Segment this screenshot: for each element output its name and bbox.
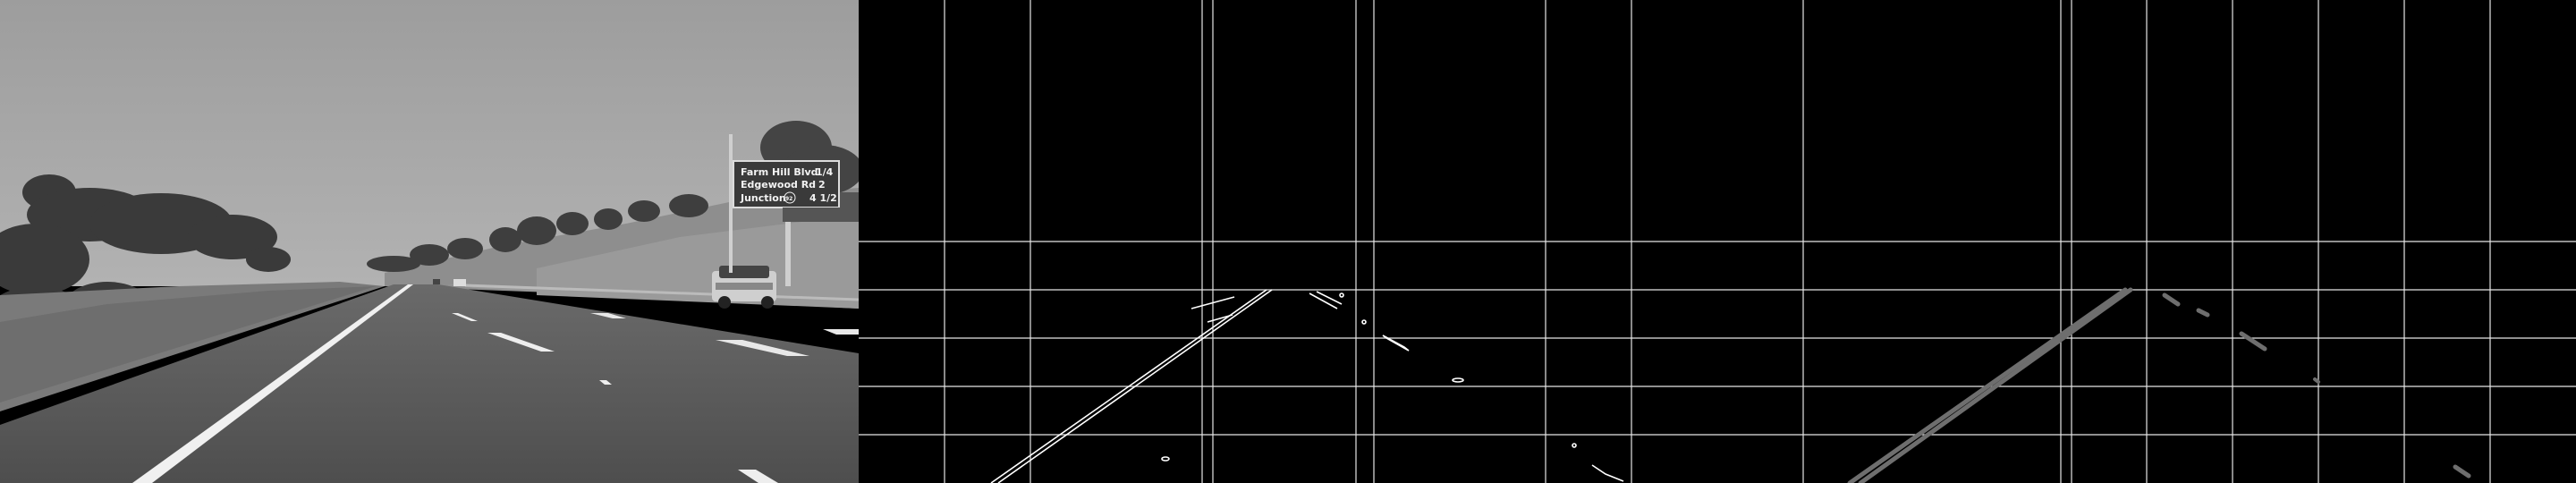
grayscale-road-frame: Farm Hill Blvd 1/4 Edgewood Rd 2 Junctio…	[0, 0, 859, 483]
road-scene: Farm Hill Blvd 1/4 Edgewood Rd 2 Junctio…	[0, 0, 859, 483]
grid-lines	[1717, 0, 2576, 483]
distant-trees	[367, 194, 708, 272]
sign-row3-dist: 4 1/2	[809, 192, 837, 204]
detected-lane-lines-with-grid	[1717, 0, 2576, 483]
sign-row3-name: Junction	[740, 192, 786, 204]
far-right-dashes	[590, 313, 859, 356]
suv-vehicle	[712, 266, 776, 309]
right-shoulder	[447, 284, 859, 309]
sign-route-shield: 92	[785, 196, 792, 202]
lane-line-map	[1717, 0, 2576, 483]
lane-line-segments	[1847, 287, 2471, 483]
canny-edge-map-with-grid	[859, 0, 1717, 483]
sign-row2-dist: 2	[818, 179, 826, 191]
left-lane-line	[132, 284, 413, 483]
distant-car	[453, 279, 466, 286]
sign-post-right	[785, 201, 791, 286]
right-dashed-line	[452, 313, 778, 483]
sign-post-left	[729, 134, 733, 273]
grid-lines	[859, 0, 1717, 483]
highway-sign: Farm Hill Blvd 1/4 Edgewood Rd 2 Junctio…	[733, 160, 840, 208]
sign-row1-dist: 1/4	[816, 166, 834, 178]
sign-row1-name: Farm Hill Blvd	[741, 166, 818, 178]
sign-row2-name: Edgewood Rd	[741, 179, 816, 191]
guardrail	[464, 284, 859, 301]
edge-map	[859, 0, 1717, 483]
edge-contours	[990, 289, 1624, 483]
